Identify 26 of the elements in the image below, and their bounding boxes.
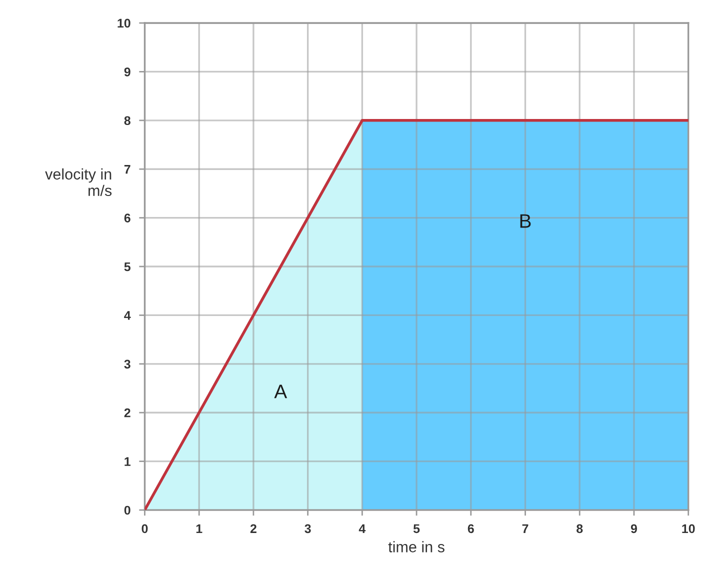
y-tick-label: 7 <box>124 165 130 174</box>
y-tick-label: 3 <box>124 360 130 369</box>
x-tick-label: 0 <box>142 524 148 534</box>
y-tick-label: 5 <box>124 262 130 272</box>
y-tick-label: 6 <box>124 214 130 222</box>
x-tick-label: 4 <box>358 524 366 533</box>
series-label: B <box>520 214 531 228</box>
x-tick-label: 7 <box>522 524 528 533</box>
x-tick-label: 8 <box>576 524 583 534</box>
y-tick-label: 10 <box>118 18 130 28</box>
y-tick-label: 1 <box>124 457 130 466</box>
y-tick-label: 8 <box>124 116 130 126</box>
x-tick-label: 6 <box>468 524 474 534</box>
y-axis-title: velocity in m/s <box>45 168 112 196</box>
y-tick-label: 4 <box>124 311 131 320</box>
series-label: A <box>274 384 288 398</box>
y-tick-label: 0 <box>124 506 130 515</box>
x-tick-label: 10 <box>682 524 695 534</box>
y-tick-label: 2 <box>124 408 130 418</box>
x-tick-label: 2 <box>250 524 256 533</box>
x-tick-label: 3 <box>304 524 311 534</box>
x-tick-label: 5 <box>413 524 420 534</box>
y-tick-label: 9 <box>124 68 130 76</box>
x-axis-title: time in s <box>388 541 444 552</box>
x-tick-label: 1 <box>196 524 202 533</box>
x-tick-label: 9 <box>630 524 637 534</box>
